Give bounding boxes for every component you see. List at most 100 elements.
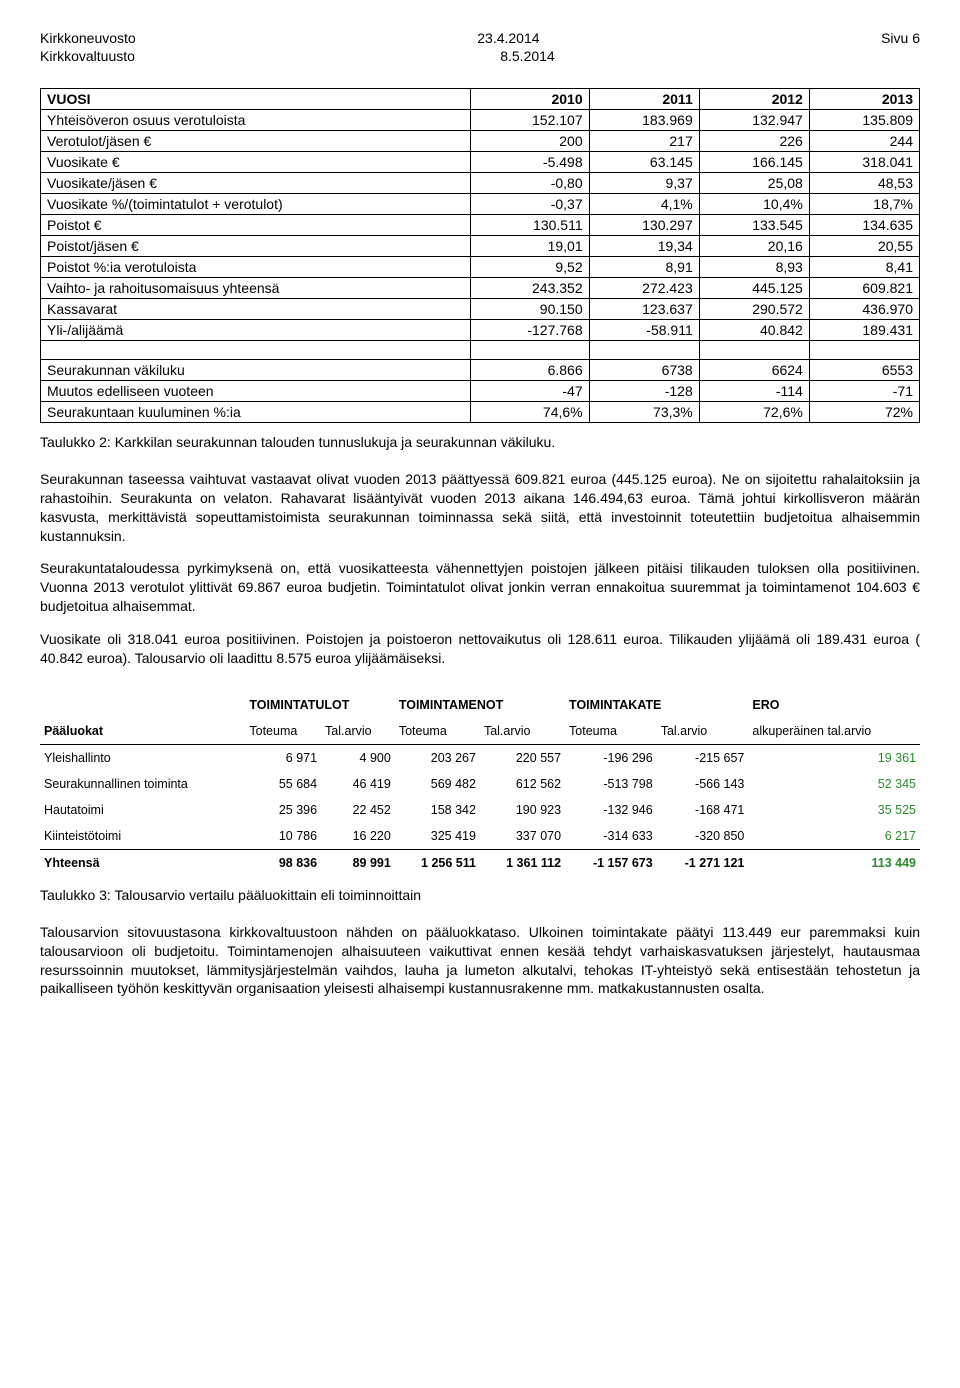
table-row: Poistot €130.511130.297133.545134.635: [41, 215, 920, 236]
header-left-1: Kirkkoneuvosto: [40, 30, 136, 46]
cell: 217: [589, 131, 699, 152]
cell: 290.572: [699, 299, 809, 320]
paragraph-2: Seurakuntataloudessa pyrkimyksenä on, et…: [40, 559, 920, 616]
table-row: Vuosikate %/(toimintatulot + verotulot)-…: [41, 194, 920, 215]
cell: -320 850: [657, 823, 749, 850]
cell: 203 267: [395, 744, 480, 771]
cell: -132 946: [565, 797, 657, 823]
cell: 130.511: [471, 215, 589, 236]
cell: 9,52: [471, 257, 589, 278]
cell: 123.637: [589, 299, 699, 320]
cell: 243.352: [471, 278, 589, 299]
cell: 226: [699, 131, 809, 152]
cell: 16 220: [321, 823, 395, 850]
col-2010: 2010: [471, 89, 589, 110]
header-left-2: Kirkkovaltuusto: [40, 48, 135, 64]
cell: 200: [471, 131, 589, 152]
cell: 569 482: [395, 771, 480, 797]
cell: -47: [471, 381, 589, 402]
cell: -114: [699, 381, 809, 402]
row-label: Kassavarat: [41, 299, 471, 320]
cell: 272.423: [589, 278, 699, 299]
cell: -1 271 121: [657, 849, 749, 876]
cell: 190 923: [480, 797, 565, 823]
cell: 48,53: [809, 173, 919, 194]
cell: 612 562: [480, 771, 565, 797]
cell: 609.821: [809, 278, 919, 299]
table-header-row: VUOSI 2010 2011 2012 2013: [41, 89, 920, 110]
cell: 89 991: [321, 849, 395, 876]
ero-cell: 113 449: [748, 849, 920, 876]
row-label: Hautatoimi: [40, 797, 245, 823]
cell: -5.498: [471, 152, 589, 173]
cell: -127.768: [471, 320, 589, 341]
row-label: Vuosikate/jäsen €: [41, 173, 471, 194]
cell: 10,4%: [699, 194, 809, 215]
budget-row: Yleishallinto6 9714 900203 267220 557-19…: [40, 744, 920, 771]
cell: 90.150: [471, 299, 589, 320]
row-label: Poistot €: [41, 215, 471, 236]
cell: -196 296: [565, 744, 657, 771]
row-label: Poistot/jäsen €: [41, 236, 471, 257]
cell: 19,01: [471, 236, 589, 257]
row-label: Kiinteistötoimi: [40, 823, 245, 850]
cell: 6738: [589, 360, 699, 381]
ero-cell: 19 361: [748, 744, 920, 771]
cell: -0,80: [471, 173, 589, 194]
col-2011: 2011: [589, 89, 699, 110]
row-label: Muutos edelliseen vuoteen: [41, 381, 471, 402]
cell: -58.911: [589, 320, 699, 341]
budget-row: Hautatoimi25 39622 452158 342190 923-132…: [40, 797, 920, 823]
cell: 72%: [809, 402, 919, 423]
row-label: Vaihto- ja rahoitusomaisuus yhteensä: [41, 278, 471, 299]
cell: 152.107: [471, 110, 589, 131]
row-label: Seurakunnallinen toiminta: [40, 771, 245, 797]
budget-sub-header: Pääluokat Toteuma Tal.arvio Toteuma Tal.…: [40, 718, 920, 745]
table-row: Vaihto- ja rahoitusomaisuus yhteensä243.…: [41, 278, 920, 299]
row-label: Verotulot/jäsen €: [41, 131, 471, 152]
cell: 4,1%: [589, 194, 699, 215]
cell: 63.145: [589, 152, 699, 173]
table-row: Vuosikate/jäsen €-0,809,3725,0848,53: [41, 173, 920, 194]
cell: 18,7%: [809, 194, 919, 215]
cell: 4 900: [321, 744, 395, 771]
cell: 325 419: [395, 823, 480, 850]
cell: 6.866: [471, 360, 589, 381]
cell: 6553: [809, 360, 919, 381]
table-row: Yli-/alijäämä-127.768-58.91140.842189.43…: [41, 320, 920, 341]
cell: 20,16: [699, 236, 809, 257]
cell: 8,41: [809, 257, 919, 278]
cell: 9,37: [589, 173, 699, 194]
cell: 73,3%: [589, 402, 699, 423]
cell: 132.947: [699, 110, 809, 131]
row-label: Yhteisöveron osuus verotuloista: [41, 110, 471, 131]
page-header: Kirkkoneuvosto 23.4.2014 Sivu 6 Kirkkova…: [40, 30, 920, 64]
cell: 74,6%: [471, 402, 589, 423]
cell: 1 256 511: [395, 849, 480, 876]
cell: -1 157 673: [565, 849, 657, 876]
ero-cell: 35 525: [748, 797, 920, 823]
row-label: Yleishallinto: [40, 744, 245, 771]
cell: 318.041: [809, 152, 919, 173]
cell: 133.545: [699, 215, 809, 236]
cell: 1 361 112: [480, 849, 565, 876]
cell: 40.842: [699, 320, 809, 341]
cell: -513 798: [565, 771, 657, 797]
table-row: Seurakunnan väkiluku6.866673866246553: [41, 360, 920, 381]
table2-caption: Taulukko 3: Talousarvio vertailu pääluok…: [40, 886, 920, 905]
budget-table: TOIMINTATULOT TOIMINTAMENOT TOIMINTAKATE…: [40, 692, 920, 876]
cell: 25 396: [245, 797, 321, 823]
cell: 19,34: [589, 236, 699, 257]
budget-total-row: Yhteensä98 83689 9911 256 5111 361 112-1…: [40, 849, 920, 876]
cell: -71: [809, 381, 919, 402]
paragraph-3: Vuosikate oli 318.041 euroa positiivinen…: [40, 630, 920, 668]
cell: 436.970: [809, 299, 919, 320]
row-label: Seurakunnan väkiluku: [41, 360, 471, 381]
cell: 130.297: [589, 215, 699, 236]
table-row: Yhteisöveron osuus verotuloista152.10718…: [41, 110, 920, 131]
table-row: Poistot %:ia verotuloista9,528,918,938,4…: [41, 257, 920, 278]
row-label: Poistot %:ia verotuloista: [41, 257, 471, 278]
cell: -128: [589, 381, 699, 402]
cell: 46 419: [321, 771, 395, 797]
ero-cell: 6 217: [748, 823, 920, 850]
